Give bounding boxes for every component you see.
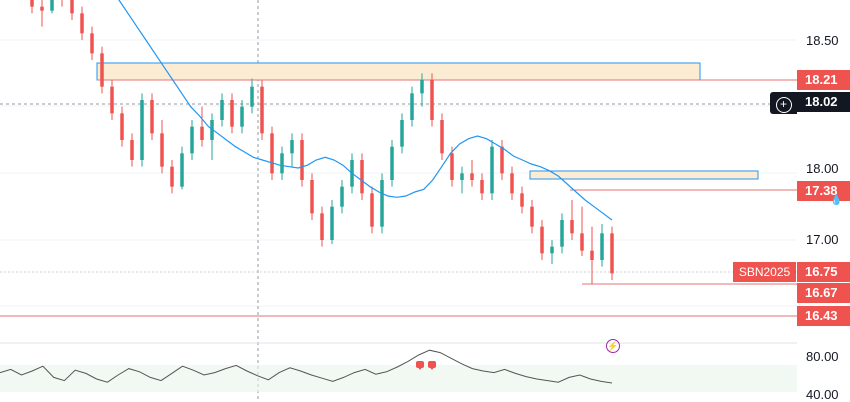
candle-body — [160, 133, 164, 167]
candle-body — [90, 33, 94, 54]
candle-body — [450, 153, 454, 180]
candle-body — [50, 0, 54, 11]
axis-tick-1700: 17.00 — [806, 232, 839, 247]
candle-body — [30, 0, 34, 7]
indicator-tick-40: 40.00 — [806, 387, 839, 402]
candle-body — [140, 100, 144, 160]
candle-body — [310, 180, 314, 214]
candle-body — [390, 146, 394, 180]
indicator-line — [0, 349, 613, 384]
candle-body — [170, 166, 174, 187]
level-a-price-tag: 17.38 — [797, 181, 850, 201]
axis-tick-1850: 18.50 — [806, 33, 839, 48]
crosshair-price-tag: 18.02 — [797, 92, 850, 112]
candle-body — [500, 146, 504, 174]
candle-body — [490, 146, 494, 194]
candle-body — [460, 173, 464, 180]
candle-body — [570, 220, 574, 234]
candle-body — [480, 180, 484, 194]
axis-tick-1800: 18.00 — [806, 161, 839, 176]
candle-body — [580, 233, 584, 251]
candle-body — [380, 180, 384, 227]
plus-circle-icon: + — [775, 97, 792, 113]
candle-body — [370, 193, 374, 227]
price-levels — [0, 79, 797, 317]
candle-body — [320, 213, 324, 240]
candle-body — [430, 80, 434, 120]
candle-body — [600, 233, 604, 260]
candles — [30, 0, 614, 284]
candle-body — [190, 126, 194, 154]
resistance-zone[interactable] — [96, 62, 701, 81]
symbol-tag: SBN2025 — [733, 262, 796, 282]
moving-average-line — [118, 0, 613, 221]
candle-body — [530, 206, 534, 227]
candle-body — [40, 6, 44, 11]
candle-body — [110, 86, 114, 114]
chart-grid — [0, 0, 797, 400]
candle-body — [280, 153, 284, 174]
candle-body — [250, 86, 254, 107]
candle-body — [410, 93, 414, 120]
resistance-price-tag: 18.21 — [797, 70, 850, 90]
candle-body — [520, 193, 524, 207]
candle-body — [440, 120, 444, 154]
red-down-marker-tip — [417, 366, 423, 370]
lightning-alert-icon[interactable]: ⚡ — [606, 339, 620, 353]
candle-body — [240, 106, 244, 127]
candle-body — [180, 153, 184, 187]
candle-body — [270, 133, 274, 174]
candle-body — [150, 100, 154, 134]
candle-body — [220, 100, 224, 120]
level-c-price-tag: 16.43 — [797, 306, 850, 326]
candle-body — [130, 140, 134, 160]
red-down-marker-tip — [429, 366, 435, 370]
candle-body — [510, 173, 514, 194]
candle-body — [470, 173, 474, 180]
candle-body — [420, 80, 424, 94]
candle-body — [80, 13, 84, 34]
indicator-band — [0, 365, 797, 392]
level-b-price-tag: 16.67 — [797, 283, 850, 303]
candle-body — [260, 86, 264, 134]
candle-body — [400, 120, 404, 147]
signal-markers — [416, 361, 436, 370]
candle-body — [340, 186, 344, 207]
candle-body — [360, 160, 364, 194]
candle-body — [200, 126, 204, 140]
candle-body — [330, 206, 334, 240]
candle-body — [540, 226, 544, 254]
drop-icon[interactable]: 💧 — [830, 195, 843, 206]
candle-body — [120, 113, 124, 140]
indicator-pane — [0, 349, 797, 392]
candle-body — [590, 250, 594, 260]
last-price-tag: 16.75 — [797, 262, 850, 282]
candle-body — [290, 140, 294, 154]
crosshair-button[interactable]: + — [770, 92, 797, 114]
candle-body — [70, 0, 74, 14]
indicator-tick-80: 80.00 — [806, 349, 839, 364]
candle-body — [230, 100, 234, 127]
candle-body — [300, 140, 304, 180]
candle-body — [210, 120, 214, 140]
candle-body — [550, 246, 554, 254]
candle-body — [610, 233, 614, 274]
candle-body — [560, 220, 564, 247]
support-zone[interactable] — [529, 170, 759, 180]
candle-body — [100, 53, 104, 87]
